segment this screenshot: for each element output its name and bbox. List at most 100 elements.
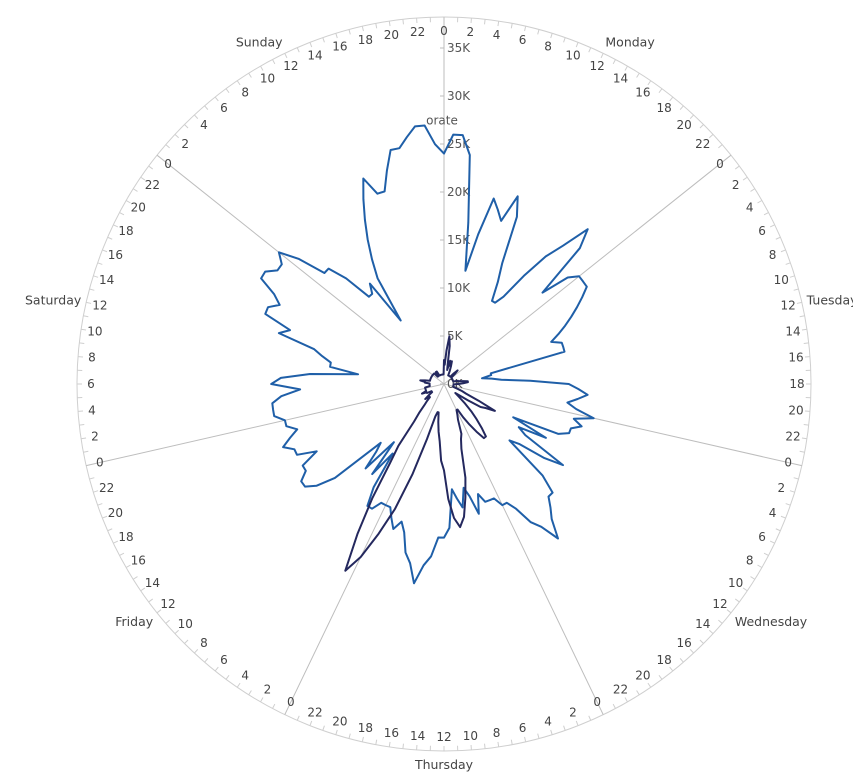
hour-tick	[769, 540, 775, 544]
hour-label: 14	[99, 273, 114, 287]
hour-tick	[113, 540, 119, 544]
hour-tick	[93, 490, 99, 493]
hour-tick	[236, 682, 241, 688]
hour-tick	[102, 515, 108, 519]
hour-tick	[225, 88, 230, 94]
hour-tick	[248, 72, 252, 78]
hour-tick	[624, 65, 628, 71]
hour-tick	[600, 53, 604, 59]
hour-label: 22	[410, 25, 425, 39]
hour-tick	[402, 19, 404, 25]
day-gridline	[443, 154, 732, 385]
hour-tick	[563, 725, 566, 731]
hour-tick	[801, 328, 807, 331]
radial-tick-label: 5K	[447, 329, 464, 343]
hour-label: 22	[695, 137, 710, 151]
hour-tick	[775, 236, 781, 240]
hour-tick	[272, 703, 276, 709]
hour-tick	[214, 96, 219, 102]
hour-tick	[272, 59, 276, 65]
hour-tick	[803, 342, 809, 344]
hour-label: 20	[108, 506, 123, 520]
hour-tick	[174, 134, 179, 139]
hour-tick	[742, 176, 748, 181]
day-label: Tuesday	[806, 292, 853, 307]
hour-label: 14	[145, 576, 160, 590]
hour-tick	[624, 697, 628, 703]
hour-tick	[537, 733, 540, 739]
hour-label: 2	[732, 178, 740, 192]
day-gridline	[86, 383, 445, 467]
day-label: Monday	[605, 35, 655, 50]
hour-tick	[194, 649, 199, 654]
day-label: Saturday	[25, 292, 82, 307]
hour-tick	[763, 552, 769, 556]
hour-label: 0	[164, 157, 172, 171]
hour-label: 22	[785, 430, 800, 444]
hour-tick	[125, 200, 131, 204]
hour-label: 14	[307, 48, 322, 62]
hour-tick	[588, 47, 592, 53]
hour-label: 8	[88, 351, 96, 365]
hour-tick	[718, 144, 723, 149]
hour-label: 18	[358, 721, 373, 735]
radial-tick-label: 15K	[447, 233, 471, 247]
hour-tick	[361, 736, 364, 742]
hour-tick	[214, 666, 219, 672]
hour-tick	[750, 576, 756, 580]
hour-tick	[612, 59, 616, 65]
day-label: Thursday	[414, 757, 474, 772]
hour-tick	[309, 720, 313, 726]
hour-tick	[119, 552, 125, 556]
hour-tick	[79, 342, 85, 344]
hour-label: 4	[88, 403, 96, 417]
hour-label: 8	[493, 726, 501, 740]
hour-tick	[789, 490, 795, 493]
hour-tick	[497, 21, 500, 27]
hour-tick	[801, 437, 807, 440]
hour-tick	[140, 587, 146, 592]
hour-label: 0	[96, 456, 104, 470]
hour-label: 8	[746, 554, 754, 568]
hour-tick	[125, 564, 131, 568]
hour-tick	[296, 715, 300, 721]
hour-tick	[734, 598, 740, 603]
hour-tick	[107, 528, 113, 532]
hour-tick	[204, 105, 209, 110]
hour-tick	[93, 275, 99, 278]
hour-tick	[550, 729, 553, 735]
day-label: Wednesday	[735, 614, 808, 629]
hour-tick	[709, 134, 714, 139]
hour-tick	[322, 725, 325, 731]
hour-tick	[165, 619, 170, 624]
hour-tick	[793, 477, 799, 480]
hour-tick	[563, 37, 566, 43]
day-gridline	[284, 383, 445, 715]
hour-tick	[785, 503, 791, 506]
hour-label: 6	[87, 377, 95, 391]
hour-tick	[260, 65, 264, 71]
hour-tick	[636, 72, 640, 78]
hour-label: 12	[436, 730, 451, 744]
hour-label: 16	[332, 40, 347, 54]
day-gridline	[443, 383, 802, 467]
hour-tick	[510, 739, 513, 745]
hour-tick	[757, 200, 763, 204]
hour-tick	[83, 315, 89, 318]
hour-tick	[796, 301, 802, 304]
hour-label: 2	[777, 481, 785, 495]
hour-label: 22	[99, 481, 114, 495]
radial-tick-label: 20K	[447, 185, 471, 199]
hour-label: 12	[590, 59, 605, 73]
hour-tick	[799, 450, 805, 453]
hour-tick	[679, 105, 684, 110]
hour-tick	[803, 424, 809, 426]
hour-tick	[148, 165, 154, 170]
hour-tick	[83, 450, 89, 453]
hour-tick	[575, 720, 579, 726]
hour-tick	[699, 639, 704, 644]
hour-tick	[789, 275, 795, 278]
hour-label: 10	[728, 576, 743, 590]
hour-tick	[165, 144, 170, 149]
